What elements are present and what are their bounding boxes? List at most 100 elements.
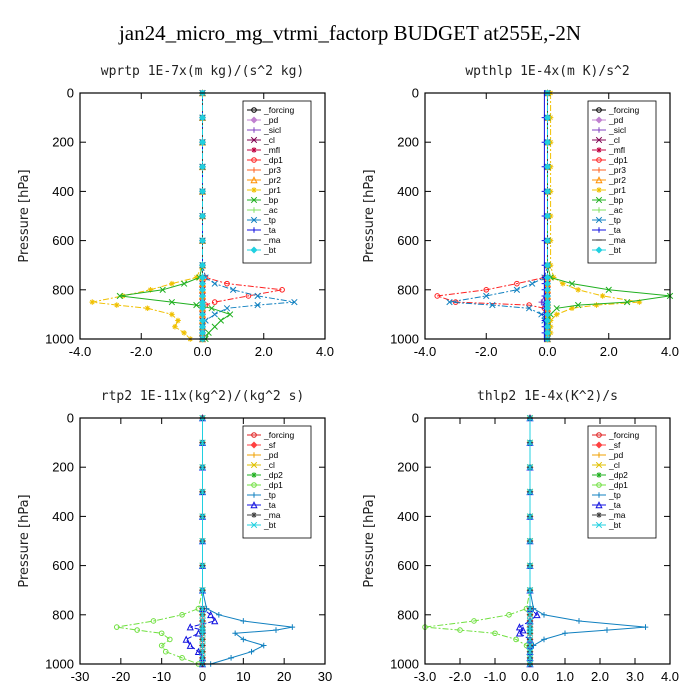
legend-label: _forcing	[608, 105, 640, 115]
legend-label: _bp	[263, 195, 278, 205]
legend-label: _ac	[608, 205, 623, 215]
legend-label: _pr1	[263, 185, 281, 195]
series-group	[422, 414, 649, 668]
series-point-bt	[543, 237, 552, 245]
series-point-tp	[254, 301, 261, 309]
series-point-tp	[229, 286, 237, 293]
legend-marker	[250, 246, 258, 254]
y-tick-label: 0	[412, 86, 419, 101]
series-point-tp	[604, 627, 610, 633]
legend-label: _ta	[608, 500, 621, 510]
series-point-dp1	[492, 630, 498, 637]
legend-marker	[250, 116, 258, 124]
plot-frame	[79, 92, 326, 340]
legend-label: _pd	[263, 115, 278, 125]
series-point-ta	[207, 610, 215, 619]
series-point-bt	[526, 611, 534, 618]
series-point-bt	[526, 605, 534, 612]
x-tick-label: -2.0	[130, 344, 152, 359]
y-tick-label: 400	[52, 184, 74, 199]
y-tick-label: 600	[397, 558, 419, 573]
legend-marker	[595, 136, 603, 144]
series-point-bt	[199, 488, 206, 495]
legend-label: _dp1	[263, 155, 283, 165]
legend-marker	[596, 187, 602, 193]
legend-marker	[596, 207, 602, 213]
legend-label: _ma	[608, 235, 626, 245]
series-point-bp	[623, 298, 631, 306]
series-point-dp1	[211, 299, 218, 305]
y-tick-label: 400	[397, 184, 419, 199]
series-point-tp	[289, 624, 296, 630]
legend-marker	[596, 472, 602, 478]
series-point-dp1	[134, 627, 140, 633]
panel-title: wpthlp 1E-4x(m K)/s^2	[465, 64, 629, 79]
legend-marker	[596, 227, 602, 233]
series-point-bt	[199, 642, 206, 649]
x-tick-label: -3.0	[414, 669, 436, 684]
y-tick-label: 800	[52, 282, 74, 297]
series-point-dp1	[162, 648, 169, 655]
series-point-dp1	[471, 618, 477, 624]
legend-label: _forcing	[263, 430, 295, 440]
chart-panel-2: wpthlp 1E-4x(m K)/s^2 Pressure [hPa] -4.0 -…	[362, 64, 679, 359]
x-tick-label: -30	[71, 669, 90, 684]
legend-marker	[595, 216, 603, 224]
x-tick-label: 4.0	[661, 344, 679, 359]
series-point-bt	[526, 648, 534, 655]
series-point-bt	[526, 488, 534, 495]
legend-label: _pr3	[263, 165, 281, 175]
series-point-dp1	[113, 624, 120, 630]
legend-label: _tp	[263, 215, 276, 225]
legend-marker	[251, 147, 257, 153]
series-point-bt	[543, 261, 552, 269]
series-point-ta	[211, 617, 219, 625]
x-tick-label: -4.0	[69, 344, 91, 359]
legend-label: _dp1	[263, 480, 283, 490]
series-point-pr1	[172, 323, 178, 330]
x-tick-label: 0	[199, 669, 206, 684]
y-tick-label: 200	[397, 135, 419, 150]
series-line-pr1	[547, 93, 640, 340]
y-tick-label: 200	[52, 460, 74, 475]
x-tick-label: 4.0	[316, 344, 334, 359]
legend-label: _bt	[608, 520, 621, 530]
legend-label: _bt	[263, 245, 276, 255]
series-point-dp1	[434, 293, 441, 299]
series-point-tp	[240, 618, 247, 624]
series-point-bt	[199, 654, 206, 662]
series-point-bp	[211, 323, 218, 330]
series-point-bt	[526, 464, 534, 471]
series-point-tp	[228, 655, 234, 661]
series-point-tp	[211, 280, 218, 287]
legend-marker	[595, 246, 603, 254]
series-point-pr1	[593, 302, 600, 308]
x-tick-label: 3.0	[626, 669, 644, 684]
series-point-pr1	[550, 274, 557, 281]
series-point-pr1	[636, 299, 643, 305]
legend-marker	[251, 452, 257, 458]
series-point-bt	[199, 636, 206, 643]
series-point-bt	[199, 623, 206, 631]
series-point-tp	[232, 630, 238, 637]
legend-label: _pd	[608, 450, 623, 460]
legend-marker	[251, 492, 257, 498]
series-line-dp1	[424, 418, 531, 664]
legend-marker	[251, 167, 257, 173]
x-tick-label: 0.0	[521, 669, 539, 684]
legend-marker	[596, 492, 602, 498]
series-point-tp	[254, 292, 261, 300]
legend-label: _cl	[263, 460, 275, 470]
series-point-dp1	[452, 299, 459, 305]
y-tick-label: 0	[67, 411, 74, 426]
series-point-bt	[198, 237, 207, 245]
legend-marker	[596, 127, 602, 133]
series-point-dp1	[279, 287, 285, 293]
y-tick-label: 800	[397, 607, 419, 622]
legend-marker	[251, 472, 257, 478]
series-point-bt	[198, 261, 207, 269]
series-point-bp	[568, 280, 576, 287]
x-tick-label: -10	[152, 669, 171, 684]
series-point-bt	[526, 537, 534, 545]
panel-title: thlp2 1E-4x(K^2)/s	[477, 389, 618, 404]
